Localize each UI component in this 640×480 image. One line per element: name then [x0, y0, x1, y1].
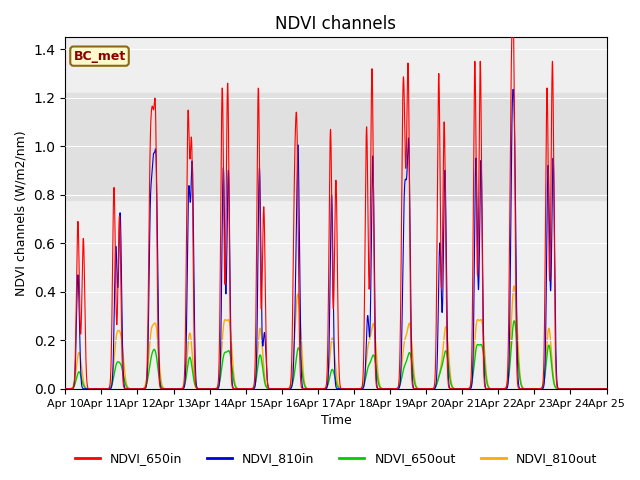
NDVI_810out: [190, 371, 198, 377]
NDVI_650in: [509, 1, 516, 7]
NDVI_650out: [190, 377, 198, 383]
NDVI_650in: [61, 386, 69, 392]
NDVI_810out: [266, 386, 273, 392]
NDVI_810out: [598, 386, 606, 392]
NDVI_650in: [193, 385, 200, 391]
NDVI_810out: [193, 384, 200, 390]
NDVI_650out: [193, 385, 200, 391]
NDVI_650in: [266, 386, 273, 392]
NDVI_810in: [598, 386, 606, 392]
Line: NDVI_650in: NDVI_650in: [65, 4, 607, 389]
NDVI_810out: [510, 283, 518, 289]
NDVI_810in: [304, 386, 312, 392]
Legend: NDVI_650in, NDVI_810in, NDVI_650out, NDVI_810out: NDVI_650in, NDVI_810in, NDVI_650out, NDV…: [70, 447, 602, 470]
X-axis label: Time: Time: [321, 414, 351, 427]
NDVI_650out: [266, 386, 273, 392]
NDVI_810in: [190, 264, 198, 269]
NDVI_810in: [61, 386, 69, 392]
Line: NDVI_810in: NDVI_810in: [65, 89, 607, 389]
Line: NDVI_650out: NDVI_650out: [65, 321, 607, 389]
NDVI_810in: [509, 86, 517, 92]
NDVI_650in: [187, 138, 195, 144]
NDVI_650in: [598, 386, 606, 392]
NDVI_810out: [187, 336, 195, 342]
NDVI_650out: [61, 386, 69, 392]
NDVI_810out: [61, 386, 69, 392]
NDVI_650in: [603, 386, 611, 392]
NDVI_650in: [190, 317, 198, 323]
Bar: [65, 93, 607, 200]
NDVI_650out: [598, 386, 606, 392]
NDVI_650out: [603, 386, 611, 392]
NDVI_810out: [304, 386, 312, 392]
NDVI_650out: [511, 318, 518, 324]
NDVI_650out: [304, 386, 312, 392]
NDVI_650in: [304, 386, 312, 392]
NDVI_810out: [603, 386, 611, 392]
Title: NDVI channels: NDVI channels: [275, 15, 396, 33]
Text: BC_met: BC_met: [74, 49, 125, 62]
Line: NDVI_810out: NDVI_810out: [65, 286, 607, 389]
NDVI_810in: [193, 384, 200, 389]
NDVI_810in: [266, 386, 273, 392]
NDVI_810in: [187, 188, 195, 194]
NDVI_810in: [603, 386, 611, 392]
Y-axis label: NDVI channels (W/m2/nm): NDVI channels (W/m2/nm): [15, 130, 28, 296]
NDVI_650out: [187, 358, 195, 363]
